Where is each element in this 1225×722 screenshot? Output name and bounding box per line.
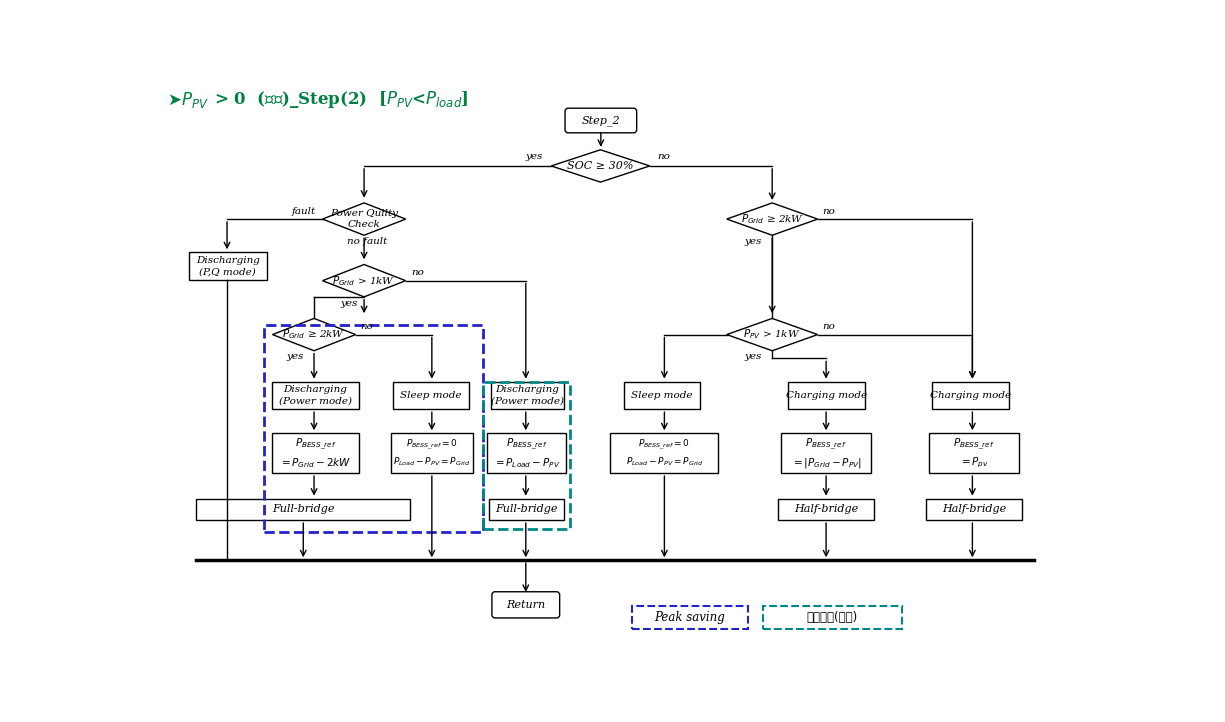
Polygon shape [322,264,405,297]
Text: Full-bridge: Full-bridge [495,505,557,514]
Text: Discharging
(P,Q mode): Discharging (P,Q mode) [196,256,260,277]
Text: $P_{Grid}$ ≥ 2kW: $P_{Grid}$ ≥ 2kW [741,212,804,226]
Text: yes: yes [526,152,543,161]
Text: Discharging
(Power mode): Discharging (Power mode) [279,385,352,406]
Text: $P_{Grid}$ ≥ 2kW: $P_{Grid}$ ≥ 2kW [283,328,345,342]
Text: no: no [360,323,372,331]
FancyBboxPatch shape [391,433,473,473]
FancyBboxPatch shape [930,433,1019,473]
Text: $P_{BESS\_ref}$
$= P_{Grid} - 2kW$: $P_{BESS\_ref}$ $= P_{Grid} - 2kW$ [279,437,352,469]
FancyBboxPatch shape [625,381,699,409]
Text: Step_2: Step_2 [582,116,620,126]
Text: Charging mode: Charging mode [930,391,1012,400]
Text: Half-bridge: Half-bridge [942,505,1006,514]
Text: yes: yes [287,352,304,362]
FancyBboxPatch shape [189,252,267,280]
Text: no: no [822,323,834,331]
Text: yes: yes [745,352,762,362]
FancyBboxPatch shape [565,108,637,133]
FancyBboxPatch shape [393,381,469,409]
Text: $P_{PV}$ > 1kW: $P_{PV}$ > 1kW [744,328,801,342]
Text: yes: yes [745,237,762,246]
Polygon shape [551,149,649,182]
Text: $P_{BESS\_ref} = 0$
$P_{Load}-P_{PV}=P_{Grid}$: $P_{BESS\_ref} = 0$ $P_{Load}-P_{PV}=P_{… [393,438,470,469]
Text: SOC ≥ 30%: SOC ≥ 30% [567,161,633,171]
Text: yes: yes [341,298,358,308]
Text: ➤: ➤ [167,91,181,109]
Text: Full-bridge: Full-bridge [272,505,334,514]
FancyBboxPatch shape [788,381,865,409]
FancyBboxPatch shape [488,433,566,473]
FancyBboxPatch shape [196,499,410,520]
FancyBboxPatch shape [932,381,1009,409]
Polygon shape [726,318,817,351]
Text: $P_{BESS\_ref}$
$= P_{pv}$: $P_{BESS\_ref}$ $= P_{pv}$ [953,436,995,470]
Text: Charging mode: Charging mode [785,391,866,400]
FancyBboxPatch shape [778,499,873,520]
FancyBboxPatch shape [610,433,718,473]
FancyBboxPatch shape [492,592,560,618]
Text: no: no [822,207,834,216]
FancyBboxPatch shape [782,433,871,473]
Text: $P_{BESS\_ref}$
$= P_{Load}-P_{PV}$: $P_{BESS\_ref}$ $= P_{Load}-P_{PV}$ [492,437,560,469]
FancyBboxPatch shape [272,381,359,409]
Text: $P_{Grid}$ > 1kW: $P_{Grid}$ > 1kW [332,274,396,287]
Text: Return: Return [506,600,545,610]
Text: $P_{BESS\_ref} = 0$
$P_{Load}-P_{PV}=P_{Grid}$: $P_{BESS\_ref} = 0$ $P_{Load}-P_{PV}=P_{… [626,438,703,469]
Text: $P_{PV}$: $P_{PV}$ [181,90,208,110]
Text: Sleep mode: Sleep mode [631,391,693,400]
FancyBboxPatch shape [491,381,564,409]
FancyBboxPatch shape [489,499,564,520]
Text: Half-bridge: Half-bridge [794,505,859,514]
FancyBboxPatch shape [272,433,359,473]
Text: fault: fault [292,207,315,216]
Text: Discharging
(Power mode): Discharging (Power mode) [491,385,564,406]
Polygon shape [272,318,355,351]
Text: > 0  (주간)_Step(2)  [$P_{PV}$<$P_{load}$]: > 0 (주간)_Step(2) [$P_{PV}$<$P_{load}$] [214,90,469,110]
Text: 부하전담(방전): 부하전담(방전) [806,612,858,625]
Polygon shape [726,203,817,235]
Text: Power Quilty
Check: Power Quilty Check [330,209,398,229]
FancyBboxPatch shape [926,499,1022,520]
Text: no: no [412,269,424,277]
Text: $P_{BESS\_ref}$
$=|P_{Grid}-P_{PV}|$: $P_{BESS\_ref}$ $=|P_{Grid}-P_{PV}|$ [790,437,861,469]
Text: no fault: no fault [347,237,387,246]
Polygon shape [322,203,405,235]
Text: Sleep mode: Sleep mode [401,391,462,400]
Text: no: no [657,152,670,161]
Text: Peak saving: Peak saving [654,612,725,625]
